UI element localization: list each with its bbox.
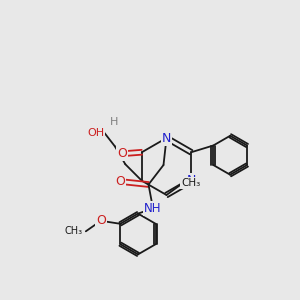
Text: N: N [162,131,171,145]
Text: CH₃: CH₃ [65,226,83,236]
Text: H: H [110,117,119,127]
Text: O: O [96,214,106,227]
Text: O: O [115,175,125,188]
Text: N: N [187,174,196,187]
Text: OH: OH [87,128,104,138]
Text: NH: NH [144,202,162,215]
Text: O: O [117,147,127,160]
Text: CH₃: CH₃ [181,178,200,188]
